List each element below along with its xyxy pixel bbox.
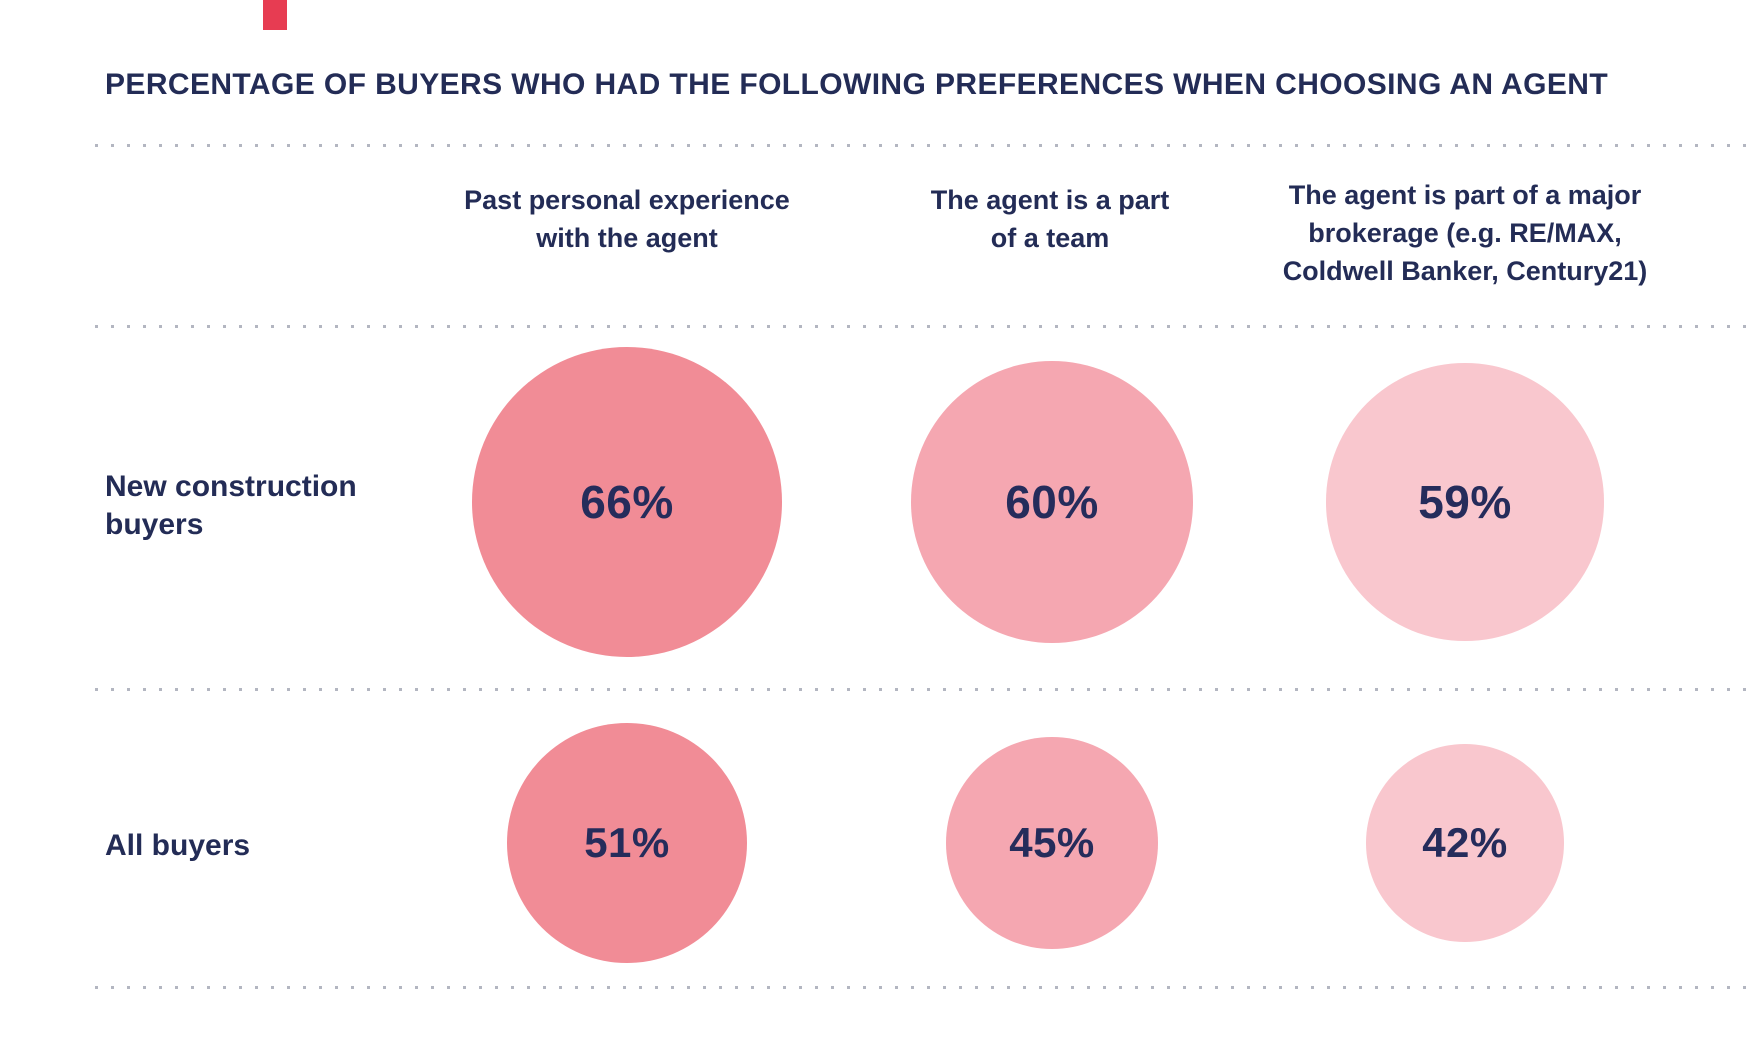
red-accent-mark [263, 0, 287, 30]
bubble-new-construction-past-experience: 66% [471, 346, 783, 658]
bubble-value-label: 42% [1422, 818, 1508, 866]
chart-title: PERCENTAGE OF BUYERS WHO HAD THE FOLLOWI… [105, 68, 1609, 101]
bubble-value-label: 59% [1418, 475, 1512, 528]
divider-dotted-line-between-rows [95, 688, 1757, 691]
bubble-value-label: 60% [1005, 476, 1099, 528]
bubble-new-construction-team: 60% [911, 361, 1193, 643]
bubble-value-label: 66% [580, 475, 674, 528]
bubble-value-label: 51% [584, 818, 670, 866]
bubble-value-label: 45% [1009, 819, 1095, 866]
column-header-past-personal-experience: Past personal experience with the agent [464, 185, 790, 253]
bubble-new-construction-brokerage: 59% [1326, 363, 1604, 641]
bubble-all-buyers-past-experience: 51% [507, 723, 747, 963]
row-label-new-construction-buyers: New construction buyers [105, 470, 357, 541]
divider-dotted-line-bottom [95, 986, 1757, 989]
column-header-agent-part-of-team: The agent is a part of a team [930, 185, 1170, 253]
divider-dotted-line-top [95, 144, 1757, 147]
column-header-agent-major-brokerage: The agent is part of a major brokerage (… [1282, 180, 1648, 286]
divider-dotted-line-under-headers [95, 325, 1757, 328]
bubble-all-buyers-team: 45% [946, 737, 1158, 949]
bubble-all-buyers-brokerage: 42% [1366, 744, 1564, 942]
row-label-all-buyers: All buyers [105, 829, 251, 862]
